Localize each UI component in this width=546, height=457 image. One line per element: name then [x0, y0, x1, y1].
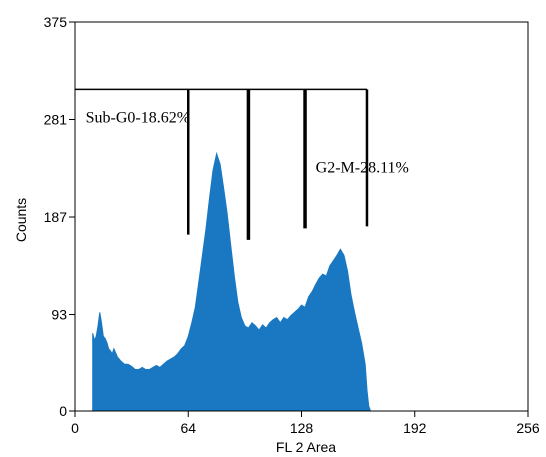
y-tick-label: 281	[44, 112, 68, 128]
x-tick-label: 64	[180, 420, 196, 436]
gate-annotation: Sub-G0-18.62%	[86, 110, 190, 127]
x-tick-label: 192	[403, 420, 427, 436]
y-tick-label: 187	[44, 209, 68, 225]
axes: 0 64 128 192 256 0 93 187 281 375	[44, 14, 540, 436]
y-tick-label: 93	[51, 307, 67, 323]
annotations: Sub-G0-18.62% G2-M-28.11%	[86, 110, 409, 177]
x-tick-label: 0	[71, 420, 79, 436]
plot-area	[92, 151, 372, 412]
gate-markers	[75, 88, 369, 240]
gate-annotation: G2-M-28.11%	[316, 159, 409, 176]
x-axis-label: FL 2 Area	[276, 439, 336, 455]
x-tick-label: 128	[290, 420, 314, 436]
x-tick-label: 256	[516, 420, 540, 436]
histogram-area	[92, 151, 372, 412]
y-axis-label: Counts	[13, 198, 29, 242]
y-tick-label: 375	[44, 14, 68, 30]
y-tick-label: 0	[59, 403, 67, 419]
